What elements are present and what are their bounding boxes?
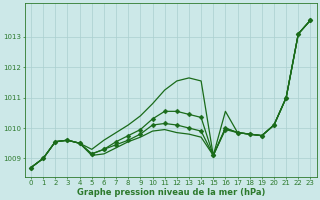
X-axis label: Graphe pression niveau de la mer (hPa): Graphe pression niveau de la mer (hPa) — [76, 188, 265, 197]
